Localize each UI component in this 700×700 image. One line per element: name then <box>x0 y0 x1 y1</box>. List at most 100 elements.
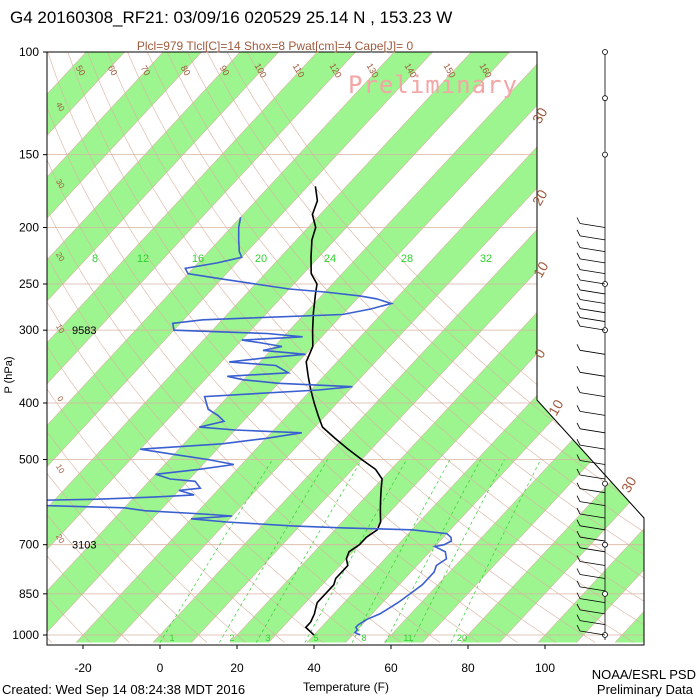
mixing-ratio-label: 8 <box>361 633 366 643</box>
isotherm-line <box>47 52 164 643</box>
x-tick-label: 100 <box>535 661 555 675</box>
wind-barb <box>579 428 606 434</box>
wind-calm-marker <box>602 49 608 55</box>
isotherm-line <box>47 52 395 643</box>
temperature-profile <box>304 186 383 636</box>
dry-adiabat <box>167 52 644 643</box>
dry-adiabat <box>206 52 644 643</box>
green-band <box>47 52 510 643</box>
y-tick-label: 100 <box>19 45 39 59</box>
isotherm-line <box>47 52 318 643</box>
green-band-label: 32 <box>480 253 492 265</box>
dry-adiabat <box>147 52 644 643</box>
footer-org: NOAA/ESRL PSD <box>592 667 696 682</box>
y-tick-label: 1000 <box>12 628 39 642</box>
y-tick-label: 500 <box>19 452 39 466</box>
dry-adiabat <box>67 52 596 643</box>
wind-barb <box>579 392 606 397</box>
isotherm-label: 60 <box>106 64 120 78</box>
wind-barb <box>579 299 606 304</box>
green-band <box>47 52 202 643</box>
wind-barb-flag <box>576 311 581 318</box>
mixing-ratio-line <box>219 459 328 643</box>
isotherm-line <box>537 52 644 643</box>
isotherm-line <box>692 52 700 642</box>
footer-preliminary: Preliminary Data <box>597 682 694 697</box>
wind-barb-flag <box>576 580 581 588</box>
mixing-ratio-label: 20 <box>457 633 467 643</box>
dry-adiabat <box>187 52 644 643</box>
isotherm-line <box>422 52 644 643</box>
wind-barb <box>579 258 606 264</box>
wind-calm-marker <box>602 95 608 102</box>
wind-barb-flag <box>576 568 581 575</box>
y-tick-label: 250 <box>19 277 39 291</box>
wind-barb-flag <box>576 241 581 248</box>
mixing-ratio-label: 1 <box>169 633 174 643</box>
wind-barb <box>579 536 606 542</box>
wind-barb <box>579 410 606 416</box>
wind-barb <box>579 279 606 285</box>
x-axis-ticks: -20 0 20 40 60 80 100 <box>74 645 555 675</box>
isotherm-label-right: 30 <box>529 105 551 127</box>
x-tick-label: 60 <box>384 661 398 675</box>
wind-barb-flag <box>576 603 581 611</box>
green-band <box>76 52 644 643</box>
y-tick-label: 400 <box>19 396 39 410</box>
mixing-ratio-line <box>255 459 362 643</box>
wind-barb <box>579 289 606 295</box>
isotherm-line <box>47 52 356 643</box>
isotherm-line <box>229 52 644 643</box>
mixing-ratio-line <box>385 459 482 643</box>
dewpoint-profile <box>47 217 453 636</box>
green-band-label: 8 <box>92 253 98 265</box>
isotherm-line <box>47 52 549 643</box>
mixing-ratio-lines <box>159 459 542 643</box>
wind-barb <box>579 586 606 592</box>
plot-area <box>47 52 700 643</box>
wind-barb <box>579 247 606 253</box>
wind-barb-flag <box>576 438 581 446</box>
chart-title: G4 20160308_RF21: 03/09/16 020529 25.14 … <box>10 8 452 27</box>
isotherm-label: 70 <box>139 64 153 78</box>
dry-adiabat <box>226 52 644 643</box>
wind-barb <box>579 620 606 626</box>
wind-barb-flag <box>576 273 581 281</box>
mixing-ratio-label: 11 <box>403 633 412 643</box>
wind-barb <box>579 488 606 494</box>
wind-barb <box>579 349 606 355</box>
wind-calm-marker <box>602 590 608 597</box>
dry-adiabat <box>87 52 635 643</box>
x-tick-label: 40 <box>307 661 321 675</box>
isotherm-label-right: 10 <box>530 259 552 281</box>
mixing-ratio-label: 3 <box>265 633 270 643</box>
green-band-label: 28 <box>401 253 413 265</box>
y-tick-label: 200 <box>19 221 39 235</box>
dry-adiabat <box>47 52 130 643</box>
dry-adiabat <box>47 52 246 643</box>
dry-adiabat <box>47 52 285 643</box>
wind-barb-flag <box>576 405 581 412</box>
mixing-ratio-label: 5 <box>313 633 318 643</box>
isotherm-label-right: 30 <box>618 474 640 496</box>
wind-barb-flag <box>576 293 581 300</box>
green-band <box>47 52 587 643</box>
dry-adiabat <box>47 52 402 643</box>
dry-adiabat <box>107 52 644 643</box>
wind-barb-flag <box>576 555 581 562</box>
wind-calm-marker <box>602 151 608 158</box>
mixing-ratio-line <box>351 459 451 643</box>
wind-barb-flag <box>576 283 581 291</box>
x-tick-label: 80 <box>461 661 475 675</box>
green-band <box>230 52 644 643</box>
isotherm-line <box>47 52 510 643</box>
wind-barb-flag <box>576 229 581 237</box>
wind-barb-flag <box>576 217 581 224</box>
green-band <box>692 52 700 642</box>
wind-barb-flag <box>576 302 581 309</box>
wind-barb-flag <box>576 530 581 538</box>
wind-barb-flag <box>576 344 581 351</box>
dry-adiabat <box>47 52 324 643</box>
wind-barb-flag <box>576 614 581 621</box>
